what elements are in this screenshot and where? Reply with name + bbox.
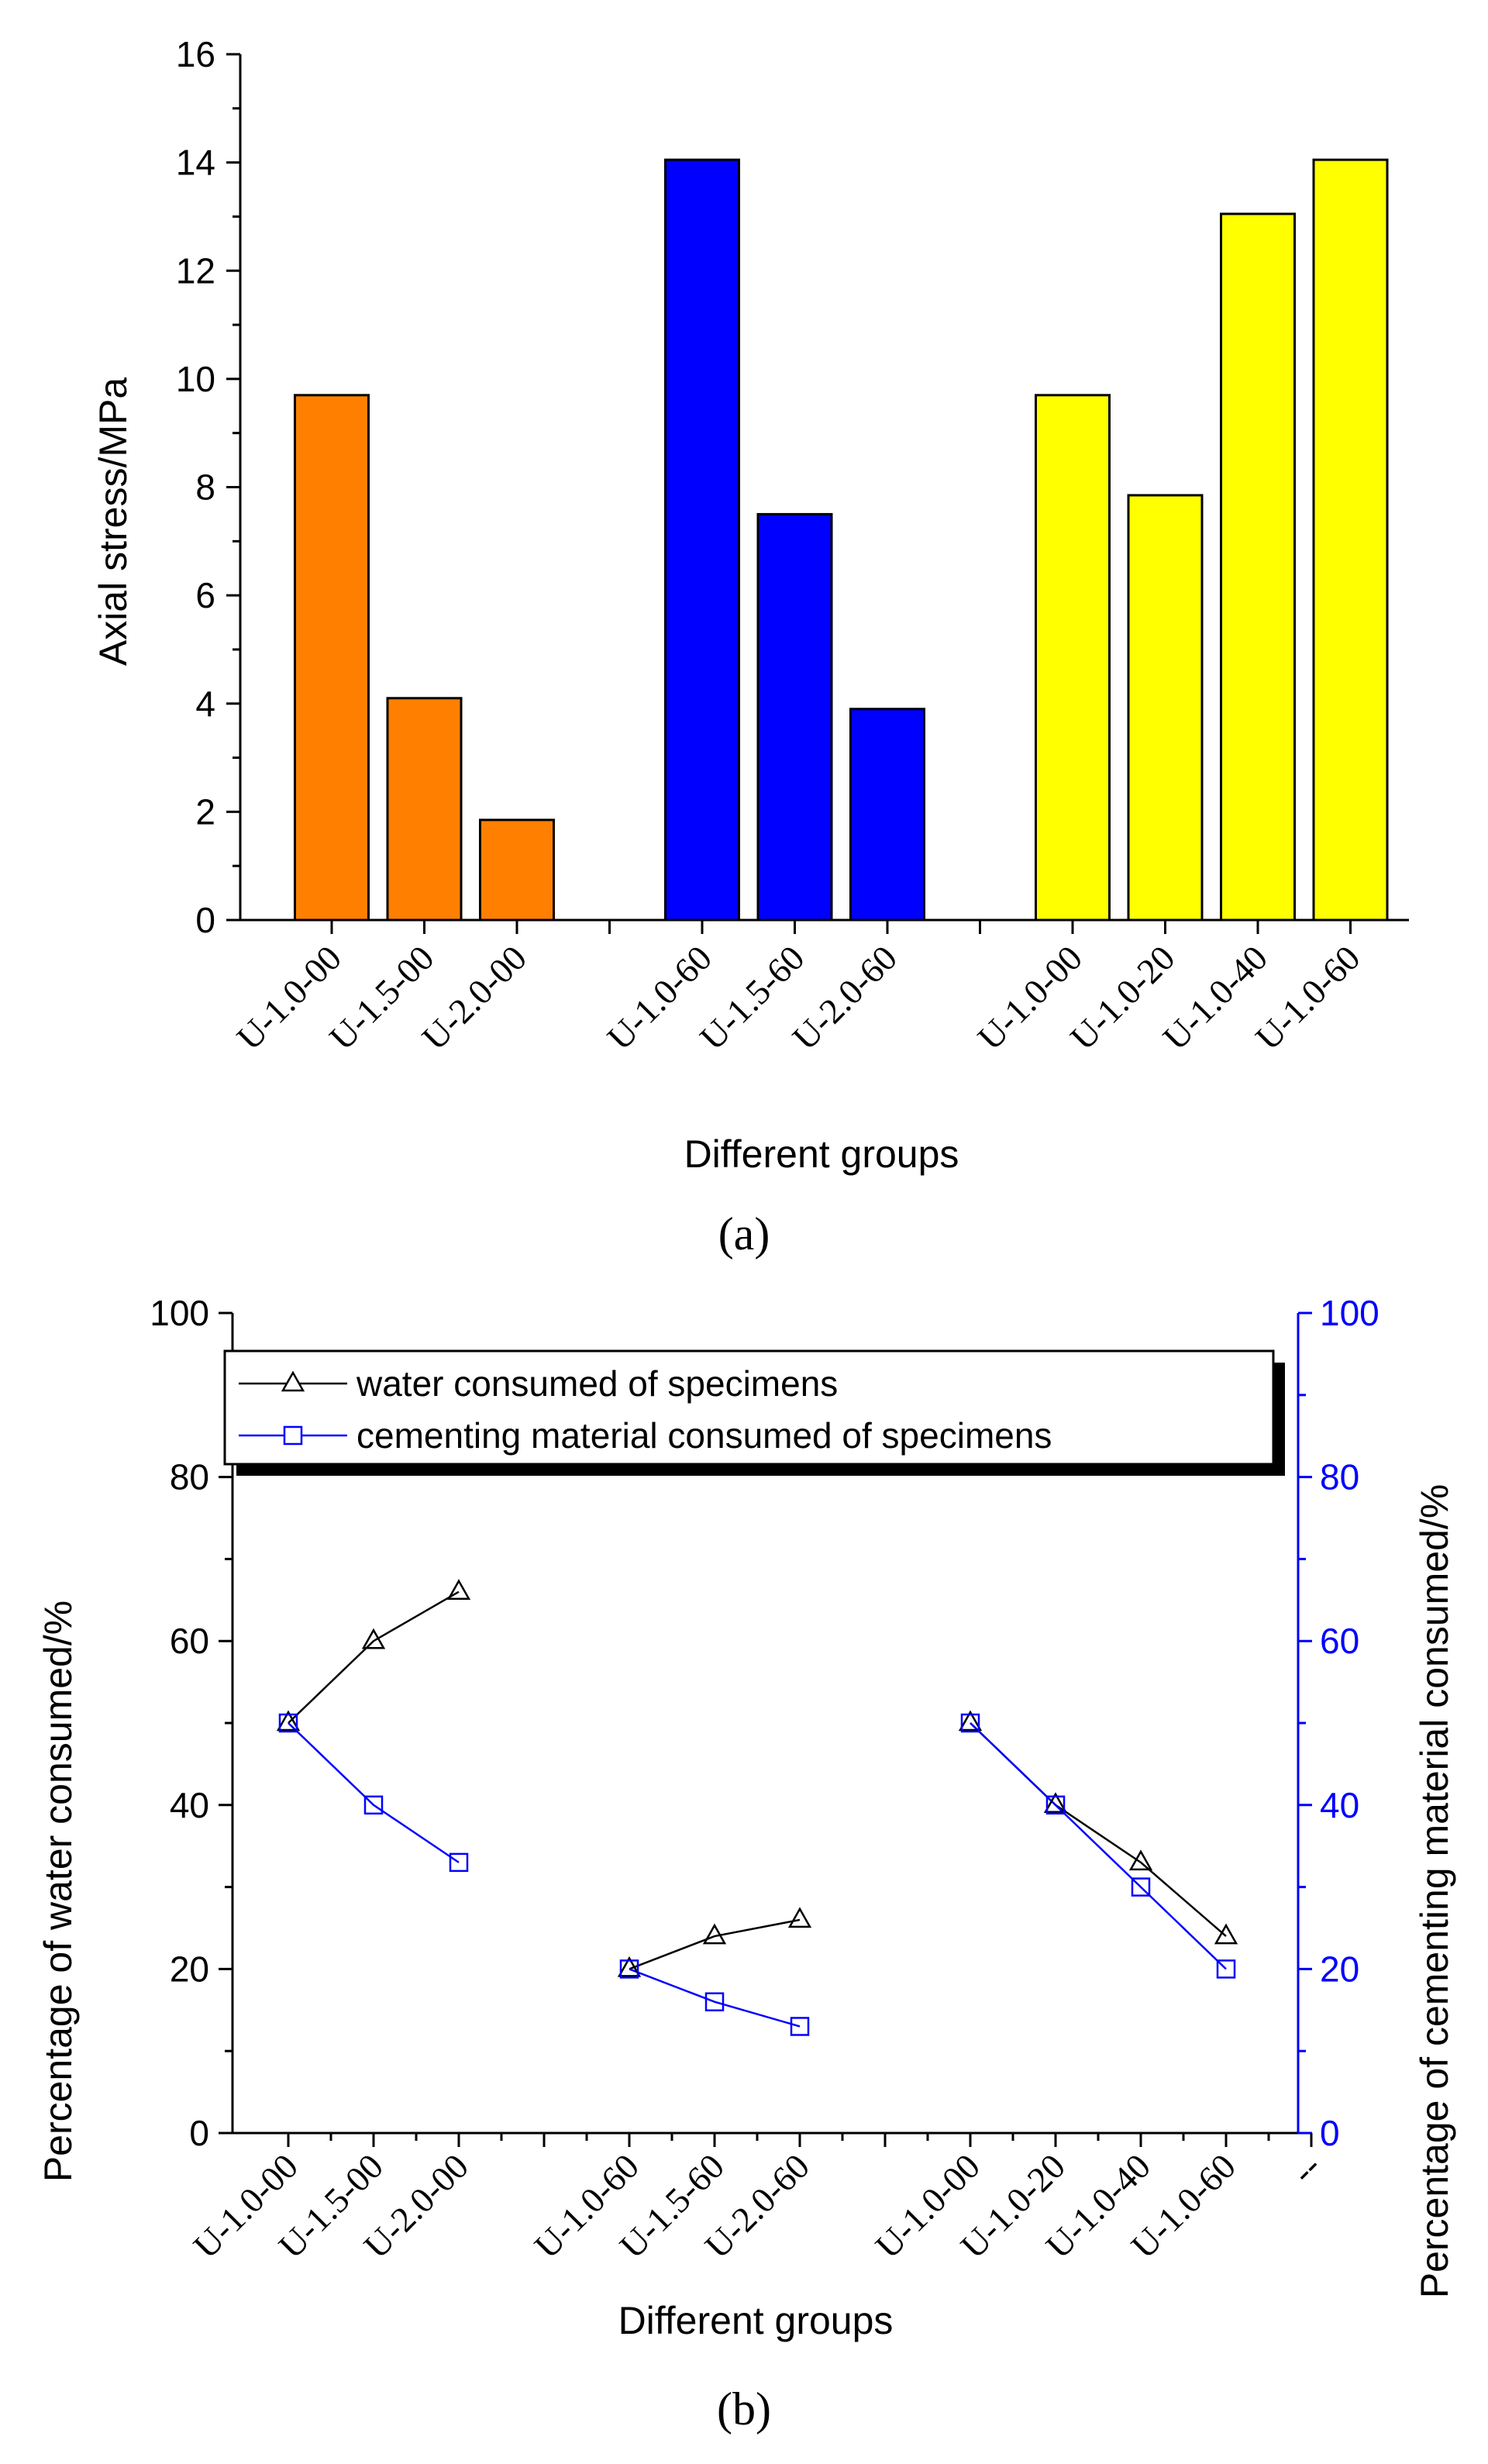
bar [386, 697, 463, 922]
y-tick-label: 0 [195, 900, 215, 940]
y2-tick-label: 80 [1320, 1457, 1359, 1497]
data-point-triangle [1214, 1923, 1238, 1945]
legend-label-water: water consumed of specimens [356, 1363, 838, 1404]
bar [1220, 212, 1296, 922]
line-chart-panel: 0 20 40 60 80 100 0 20 40 60 80 100 U-1.0-00U-1.5-… [36, 1293, 1456, 2435]
line-series [276, 1579, 1238, 2036]
y-tick-label: 4 [195, 684, 215, 724]
y-tick-label: 6 [195, 575, 215, 615]
bar [849, 708, 925, 922]
data-point-square [1131, 1877, 1151, 1897]
series-line [629, 1918, 801, 1970]
bar [1127, 494, 1204, 922]
y2-tick-label: 60 [1320, 1621, 1359, 1661]
y-tick-label: 80 [170, 1457, 209, 1497]
x-tick-label: U-2.0-60 [785, 938, 904, 1057]
data-point-triangle [446, 1579, 471, 1600]
panel-label-text: (b) [717, 2383, 771, 2435]
y-tick-label: 2 [195, 791, 215, 832]
panel-label: (a) [718, 1208, 770, 1260]
y-tick-label: 60 [170, 1621, 209, 1661]
y2-axis-title: Percentage of cementing material consume… [1413, 1484, 1456, 2299]
y-axis-ticks: 0 2 4 6 8 10 12 14 16 [176, 34, 240, 940]
y2-tick-label: 100 [1320, 1293, 1380, 1333]
data-point-triangle [787, 1907, 812, 1928]
bar [479, 818, 555, 922]
bar [756, 512, 833, 922]
data-point-square [1216, 1959, 1236, 1979]
legend-box [223, 1349, 1275, 1466]
x-axis-title: Different groups [618, 2299, 894, 2342]
panel-label-text: (a) [718, 1208, 770, 1260]
data-point-triangle [276, 1710, 301, 1732]
data-point-triangle [702, 1923, 727, 1945]
series-line [288, 1722, 460, 1863]
legend-label-cement: cementing material consumed of specimens [356, 1415, 1052, 1456]
data-point-triangle [958, 1710, 983, 1732]
bar [664, 158, 740, 922]
x-tick-label: U-2.0-00 [415, 938, 534, 1057]
data-point-triangle [361, 1628, 386, 1649]
data-point-square [278, 1713, 298, 1733]
bar [294, 394, 370, 922]
bar [1312, 158, 1389, 922]
y-tick-label: 14 [176, 143, 215, 183]
y-tick-label: 20 [170, 1949, 209, 1989]
y2-tick-label: 20 [1320, 1949, 1359, 1989]
series-line [970, 1722, 1227, 1938]
y-axis-ticks: 0 20 40 60 80 100 [150, 1293, 232, 2153]
bar-series [294, 158, 1389, 922]
y-tick-label: 8 [195, 467, 215, 508]
y2-tick-label: 40 [1320, 1785, 1359, 1825]
data-point-square [960, 1713, 980, 1733]
data-point-triangle [1128, 1849, 1153, 1871]
x-axis-title: Different groups [684, 1132, 959, 1176]
legend-marker-square [283, 1425, 303, 1446]
series-line [288, 1590, 460, 1724]
data-point-square [363, 1795, 384, 1815]
y-tick-label: 100 [150, 1293, 209, 1333]
y-tick-label: 12 [176, 250, 215, 291]
data-point-square [1045, 1795, 1066, 1815]
series-line [629, 1968, 801, 2028]
y2-axis-ticks: 0 20 40 60 80 100 [1298, 1293, 1380, 2153]
y-tick-label: 10 [176, 359, 215, 399]
data-point-square [704, 1992, 725, 2011]
x-axis-ticks: U-1.0-00U-1.5-00U-2.0-00 U-1.0-60U-1.5-60… [229, 920, 1368, 1057]
y2-tick-label: 0 [1320, 2113, 1340, 2153]
bar [1035, 394, 1111, 922]
y-axis-title: Percentage of water consumed/% [36, 1601, 80, 2182]
data-point-triangle [1043, 1792, 1068, 1814]
panel-label: (b) [717, 2383, 771, 2435]
x-axis-ticks: U-1.0-00U-1.5-00U-2.0-00 U-1.0-60U-1.5-60… [186, 2133, 1328, 2266]
y-axis-title: Axial stress/MPa [91, 377, 135, 667]
legend: water consumed of specimens cementing ma… [223, 1349, 1285, 1476]
data-point-square [449, 1852, 469, 1873]
data-point-square [790, 2017, 810, 2036]
legend-marker-triangle [281, 1370, 305, 1392]
data-point-square [619, 1959, 639, 1979]
data-point-triangle [617, 1956, 642, 1977]
y-tick-label: 16 [176, 34, 215, 74]
y-tick-label: 40 [170, 1785, 209, 1825]
x-tick-label: U-1.0-60 [1248, 938, 1367, 1057]
series-line [970, 1722, 1227, 1970]
y-tick-label: 0 [189, 2113, 209, 2153]
